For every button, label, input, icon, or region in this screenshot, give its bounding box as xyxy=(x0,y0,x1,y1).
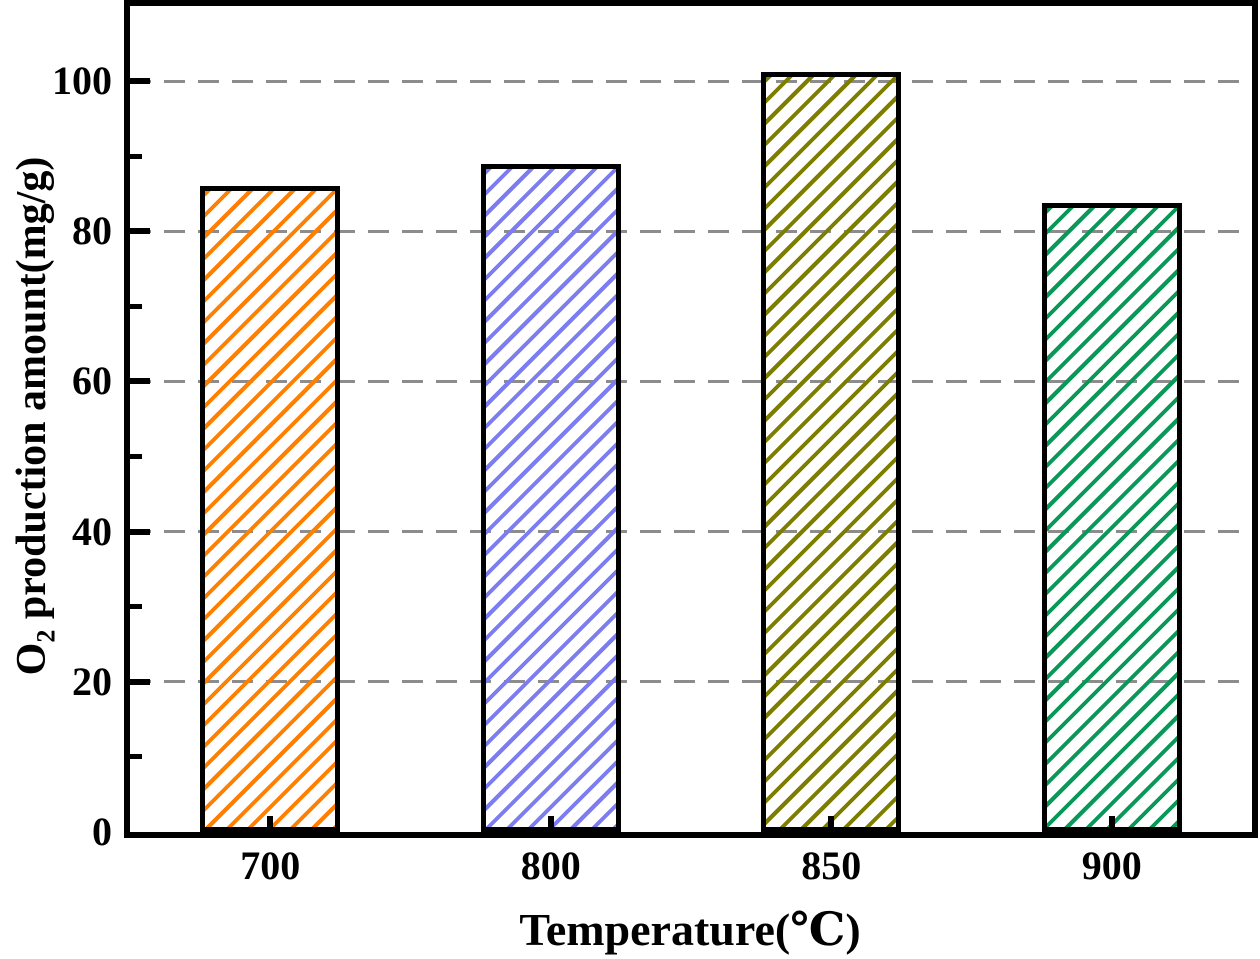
x-tick-800 xyxy=(547,816,554,832)
bar-850 xyxy=(761,72,902,832)
x-tick-700 xyxy=(267,816,274,832)
gridline-y-100 xyxy=(130,79,1252,83)
y-tick-label-60: 60 xyxy=(72,358,112,404)
y-minor-tick-30 xyxy=(130,604,142,610)
gridline-y-80 xyxy=(130,229,1252,233)
y-tick-label-0: 0 xyxy=(92,809,112,854)
y-major-tick-20 xyxy=(130,678,150,685)
y-major-tick-60 xyxy=(130,378,150,385)
y-minor-tick-70 xyxy=(130,303,142,309)
y-minor-tick-10 xyxy=(130,754,142,760)
plot-area xyxy=(124,0,1258,838)
gridline-y-60 xyxy=(130,379,1252,383)
y-tick-label-20: 20 xyxy=(72,658,112,704)
x-tick-label-900: 900 xyxy=(1081,843,1142,888)
y-tick-label-80: 80 xyxy=(72,208,112,254)
y-tick-labels: 0 20 40 60 80 100 xyxy=(0,0,112,959)
y-minor-tick-90 xyxy=(130,153,142,159)
bar-800 xyxy=(480,164,621,832)
y-tick-label-40: 40 xyxy=(72,508,112,554)
y-tick-label-100: 100 xyxy=(52,58,112,104)
y-major-tick-40 xyxy=(130,528,150,535)
x-tick-900 xyxy=(1108,816,1115,832)
gridline-y-40 xyxy=(130,530,1252,534)
bar-900 xyxy=(1041,203,1182,832)
y-major-tick-80 xyxy=(130,228,150,235)
x-tick-label-800: 800 xyxy=(520,843,581,888)
x-tick-850 xyxy=(828,816,835,832)
y-major-tick-100 xyxy=(130,78,150,85)
x-tick-label-850: 850 xyxy=(801,843,862,888)
gridline-y-20 xyxy=(130,680,1252,684)
bar-700 xyxy=(200,186,341,832)
y-minor-tick-50 xyxy=(130,454,142,460)
x-tick-label-700: 700 xyxy=(240,843,301,888)
x-axis-title: Temperature(℃) xyxy=(519,904,861,955)
